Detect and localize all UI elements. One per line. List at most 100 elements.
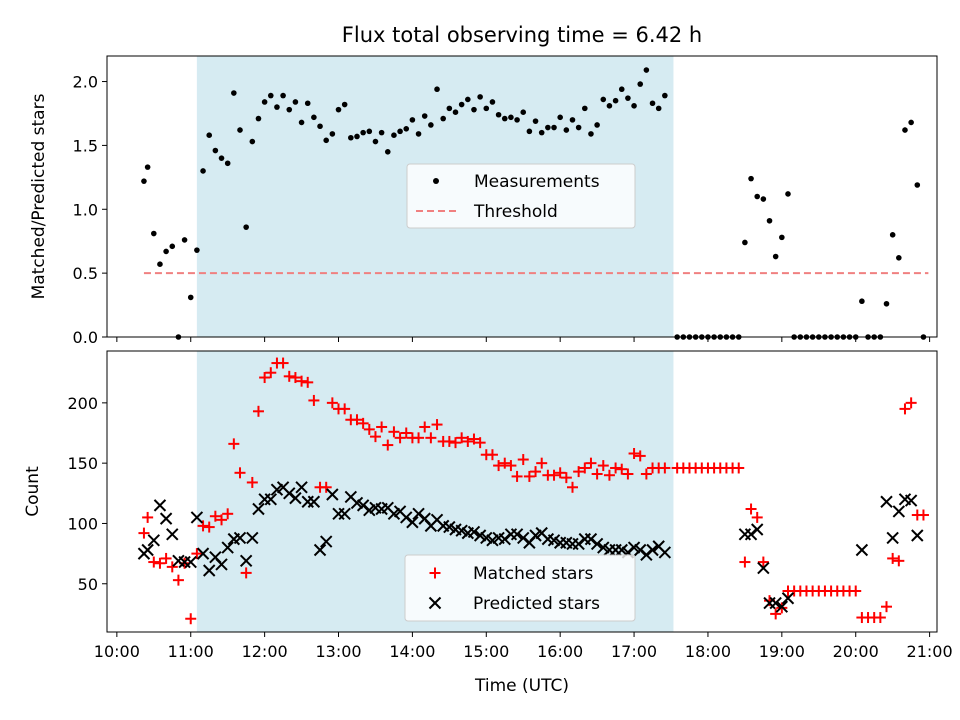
matched-stars-point: [228, 438, 240, 450]
measurement-point: [588, 131, 594, 137]
matched-stars-point: [456, 432, 468, 444]
matched-stars-point: [591, 468, 603, 480]
matched-stars-point: [905, 397, 917, 409]
top-y-tick-label: 0.0: [73, 328, 98, 347]
measurement-point: [914, 182, 921, 188]
matched-stars-point: [579, 462, 591, 474]
predicted-stars-point: [233, 531, 247, 545]
measurement-point: [280, 92, 286, 99]
measurement-point: [194, 247, 200, 253]
measurement-point: [760, 196, 767, 202]
measurement-point: [594, 122, 600, 128]
measurement-point: [298, 119, 305, 126]
matched-stars-point: [216, 514, 228, 526]
matched-stars-point: [622, 468, 634, 480]
predicted-stars-point: [246, 531, 259, 545]
legend-marker-predicted: [428, 596, 442, 610]
matched-stars-point: [222, 508, 234, 520]
matched-stars-series: [138, 357, 929, 625]
measurement-point: [224, 160, 231, 167]
measurement-point: [655, 105, 662, 112]
matched-stars-point: [172, 574, 184, 586]
predicted-stars-point: [196, 547, 210, 560]
predicted-stars-point: [510, 528, 524, 541]
measurement-point: [514, 117, 520, 123]
predicted-stars-point: [904, 494, 918, 507]
measurement-point: [317, 123, 323, 130]
predicted-stars-point: [757, 561, 770, 575]
matched-stars-point: [733, 462, 745, 474]
measurement-point: [618, 86, 625, 93]
matched-stars-point: [283, 370, 295, 382]
matched-stars-point: [363, 423, 375, 435]
predicted-stars-point: [775, 600, 789, 613]
measurement-point: [742, 239, 748, 246]
measurement-point: [649, 100, 656, 107]
matched-stars-point: [357, 417, 369, 429]
top-legend: Measurements Threshold: [406, 163, 636, 229]
bottom-plot-frame: [106, 350, 938, 633]
bottom-x-tick-label: 11:00: [168, 642, 214, 661]
bottom-y-tick-label: 50: [78, 575, 98, 594]
matched-stars-point: [536, 457, 548, 469]
top-panel: 0.0 0.5 1.0 1.5 2.0 Flux total observing tim…: [29, 23, 938, 347]
matched-stars-point: [252, 405, 264, 417]
matched-stars-point: [739, 556, 751, 568]
bottom-y-axis-label: Count: [23, 466, 43, 517]
measurement-point: [538, 129, 545, 136]
measurement-point: [551, 124, 557, 131]
matched-stars-point: [505, 460, 517, 472]
measurement-point: [169, 243, 176, 250]
matched-stars-point: [468, 433, 480, 445]
bottom-x-tick-label: 15:00: [463, 642, 509, 661]
top-y-axis-label: Matched/Predicted stars: [29, 93, 49, 299]
chart-title: Flux total observing time = 6.42 h: [342, 23, 702, 47]
matched-stars-point: [369, 431, 381, 443]
matched-stars-point: [850, 585, 862, 597]
matched-stars-point: [450, 437, 462, 449]
predicted-stars-point: [911, 529, 924, 542]
predicted-stars-point: [313, 543, 327, 557]
measurement-point: [163, 248, 169, 255]
measurement-point: [421, 113, 428, 119]
bottom-legend-box: [404, 554, 636, 622]
predicted-stars-point: [855, 543, 869, 557]
measurement-point: [243, 224, 249, 230]
bottom-legend: Matched stars Predicted stars: [404, 554, 636, 622]
matched-stars-point: [517, 454, 529, 466]
measurement-point: [440, 115, 446, 122]
measurement-point: [748, 175, 754, 182]
measurement-point: [575, 124, 582, 131]
predicted-stars-point: [190, 511, 204, 524]
matched-stars-point: [246, 476, 258, 488]
measurement-point: [255, 115, 262, 122]
measurement-point: [483, 105, 490, 112]
matched-stars-point: [234, 467, 246, 479]
matched-stars-point: [616, 463, 628, 475]
measurement-point: [212, 147, 219, 154]
predicted-stars-point: [781, 592, 795, 605]
measurement-point: [489, 99, 496, 105]
bottom-x-tick-label: 19:00: [759, 642, 805, 661]
predicted-stars-point: [892, 505, 906, 518]
matched-stars-point: [166, 561, 178, 573]
predicted-stars-point: [307, 495, 321, 508]
matched-stars-point: [308, 394, 320, 406]
legend-marker-measurements: [433, 178, 439, 184]
predicted-stars-point: [658, 546, 672, 559]
predicted-stars-point: [221, 541, 234, 554]
matched-stars-point: [351, 414, 363, 426]
matched-stars-point: [138, 527, 150, 539]
measurement-point: [520, 109, 527, 115]
matched-stars-point: [431, 419, 443, 431]
predicted-stars-point: [769, 596, 782, 610]
matched-stars-point: [296, 375, 308, 387]
measurement-point: [643, 67, 650, 73]
predicted-stars-point: [295, 481, 308, 494]
predicted-stars-point: [289, 491, 302, 505]
predicted-stars-point: [147, 534, 161, 547]
matched-stars-point: [899, 403, 911, 415]
measurement-point: [141, 178, 147, 184]
measurement-point: [231, 90, 237, 96]
matched-stars-point: [511, 470, 523, 482]
